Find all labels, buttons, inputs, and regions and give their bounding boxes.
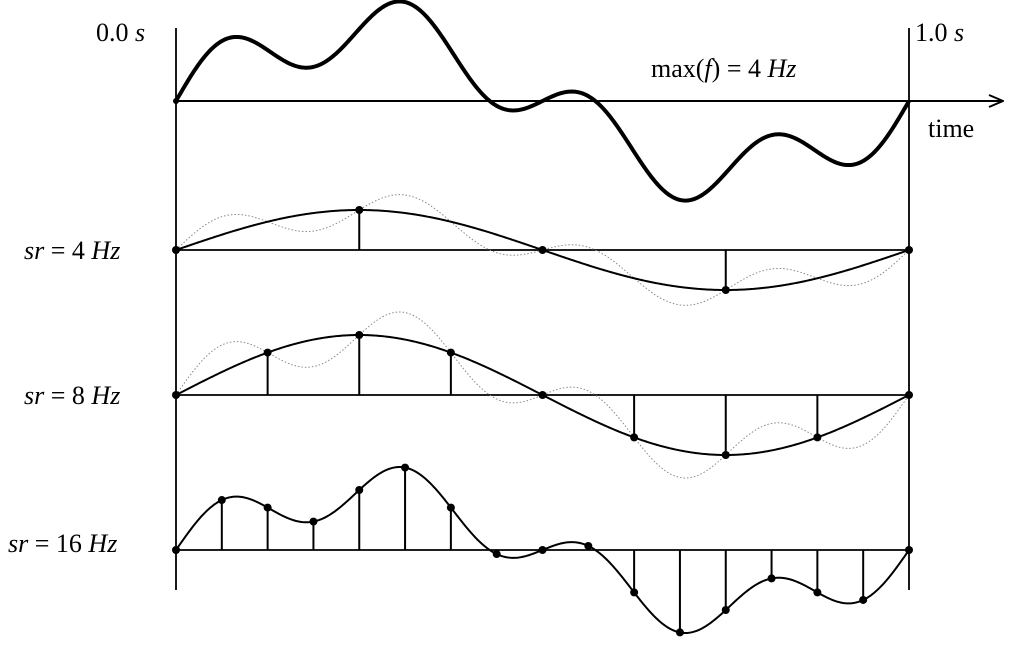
sr16-sample-point (309, 518, 317, 526)
sr8-sample-point (905, 391, 913, 399)
sr16-sample-point (630, 588, 638, 596)
sr8-label: sr = 8 Hz (24, 381, 120, 410)
max-frequency-label: max(f) = 4 Hz (651, 54, 796, 83)
sr16-sample-point (539, 546, 547, 554)
sr8-sample-point (264, 349, 272, 357)
sr16-sample-point (676, 628, 684, 636)
sr4-sample-point (172, 246, 180, 254)
sr16-sample-point (768, 574, 776, 582)
sr16-sample-point (401, 464, 409, 472)
sr16-sample-point (218, 496, 226, 504)
sr16-sample-point (355, 486, 363, 494)
sr4-label: sr = 4 Hz (24, 236, 120, 265)
sr8-sample-point (355, 331, 363, 339)
sr4-sample-point (905, 246, 913, 254)
start-time-label: 0.0 s (96, 18, 145, 47)
sr16-sample-point (722, 606, 730, 614)
sr16-sample-point (584, 542, 592, 550)
sr16-sample-point (813, 588, 821, 596)
sr16-sample-point (859, 596, 867, 604)
sr8-sample-point (539, 391, 547, 399)
sr8-sample-point (630, 433, 638, 441)
sr8-sample-point (722, 451, 730, 459)
end-time-label: 1.0 s (915, 18, 964, 47)
sr4-sample-point (722, 286, 730, 294)
sr16-sample-point (493, 550, 501, 558)
sr8-sample-point (813, 433, 821, 441)
sr8-sample-point (172, 391, 180, 399)
original-start-point (173, 98, 179, 104)
sr4-sample-point (539, 246, 547, 254)
sr16-sample-point (264, 504, 272, 512)
time-axis-label: time (928, 114, 974, 143)
sr16-sample-point (447, 504, 455, 512)
sr16-sample-point (905, 546, 913, 554)
sr8-sample-point (447, 349, 455, 357)
sr16-label: sr = 16 Hz (8, 529, 117, 558)
sr4-sample-point (355, 206, 363, 214)
sr16-sample-point (172, 546, 180, 554)
